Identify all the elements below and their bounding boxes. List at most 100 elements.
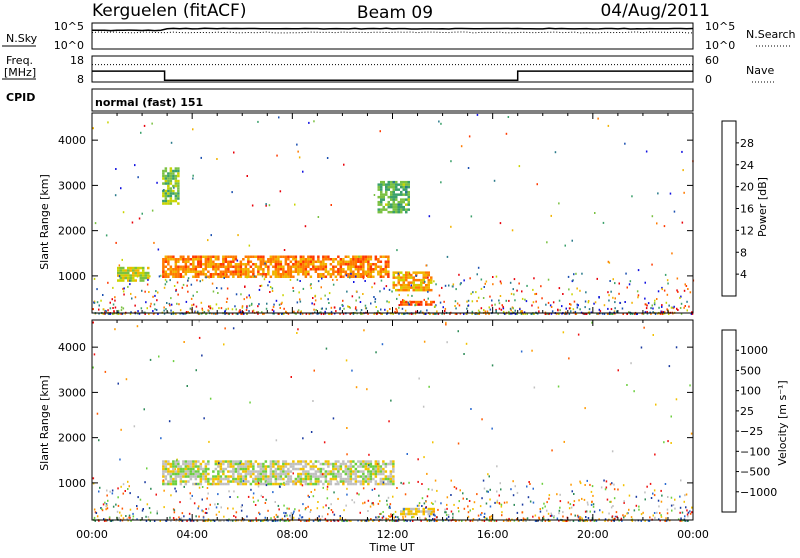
heatmap-cell [207,480,210,483]
heatmap-cell [534,514,537,517]
heatmap-cell [423,340,426,343]
heatmap-cell [103,518,105,521]
heatmap-cell [189,462,193,466]
heatmap-cell [387,275,390,278]
heatmap-cell [476,113,479,116]
heatmap-cell [300,520,302,522]
heatmap-cell [287,477,290,481]
heatmap-cell [362,260,365,263]
heatmap-cell [216,312,219,315]
heatmap-cell [222,472,225,476]
heatmap-cell [459,489,461,492]
heatmap-cell [160,274,162,277]
heatmap-cell [339,263,343,266]
heatmap-cell [652,492,654,495]
heatmap-cell [234,462,238,466]
heatmap-cell [144,290,146,293]
heatmap-cell [204,480,208,483]
heatmap-cell [252,273,255,276]
heatmap-cell [400,512,403,516]
heatmap-cell [502,310,505,313]
heatmap-cell [387,265,390,268]
heatmap-cell [319,475,323,478]
heatmap-cell [319,273,323,276]
heatmap-cell [333,491,335,494]
heatmap-cell [405,203,408,206]
heatmap-cell [359,258,363,261]
heatmap-cell [667,496,669,498]
heatmap-cell [422,288,425,292]
heatmap-cell [364,255,368,258]
heatmap-cell [147,266,150,270]
heatmap-cell [129,274,132,277]
heatmap-cell [262,475,265,478]
heatmap-cell [254,475,258,478]
heatmap-cell [164,275,168,278]
heatmap-cell [232,507,234,510]
heatmap-cell [645,307,648,310]
heatmap-cell [380,512,382,515]
heatmap-cell [304,460,308,463]
heatmap-cell [249,270,253,273]
heatmap-cell [292,258,295,261]
heatmap-cell [227,260,230,263]
heatmap-cell [444,511,446,514]
heatmap-cell [673,305,675,308]
heatmap-cell [169,268,173,271]
heatmap-cell [172,467,175,471]
heatmap-cell [505,520,508,522]
heatmap-cell [255,517,257,520]
heatmap-cell [263,312,265,315]
heatmap-cell [366,274,368,277]
heatmap-cell [244,465,248,468]
heatmap-cell [587,301,590,304]
heatmap-cell [352,470,355,473]
heatmap-cell [194,460,198,463]
heatmap-cell [154,294,156,297]
heatmap-cell [262,519,265,522]
heatmap-cell [297,467,300,471]
heatmap-cell [94,519,96,522]
heatmap-cell [421,505,423,507]
heatmap-cell [349,472,353,476]
heatmap-cell [294,203,296,206]
heatmap-cell [411,516,413,519]
heatmap-cell [273,520,275,522]
heatmap-cell [382,205,385,209]
heatmap-cell [252,465,255,468]
heatmap-cell [614,307,616,310]
colorbar-tick-label: 500 [740,364,761,377]
heatmap-cell [367,460,370,463]
heatmap-cell [374,472,378,476]
heatmap-cell [334,465,338,468]
heatmap-cell [163,306,165,309]
heatmap-cell [407,283,410,287]
heatmap-cell [644,311,647,314]
heatmap-cell [127,480,129,483]
heatmap-cell [169,475,173,478]
heatmap-cell [372,472,375,476]
heatmap-cell [236,496,239,499]
heatmap-cell [557,385,560,388]
heatmap-cell [347,460,350,463]
heatmap-cell [174,197,178,200]
heatmap-cell [302,268,305,271]
heatmap-cell [354,273,358,276]
heatmap-cell [529,500,532,503]
heatmap-cell [367,265,370,268]
heatmap-cell [142,271,145,275]
heatmap-cell [392,462,395,466]
heatmap-cell [149,358,152,361]
heatmap-cell [164,482,168,486]
heatmap-cell [116,510,119,513]
heatmap-cell [644,281,646,284]
heatmap-cell [333,306,336,309]
heatmap-cell [177,470,180,473]
heatmap-cell [489,516,491,519]
heatmap-cell [329,470,333,473]
heatmap-cell [147,278,149,281]
heatmap-cell [241,305,244,308]
heatmap-cell [127,269,130,272]
heatmap-cell [277,504,280,507]
heatmap-cell [397,210,400,214]
